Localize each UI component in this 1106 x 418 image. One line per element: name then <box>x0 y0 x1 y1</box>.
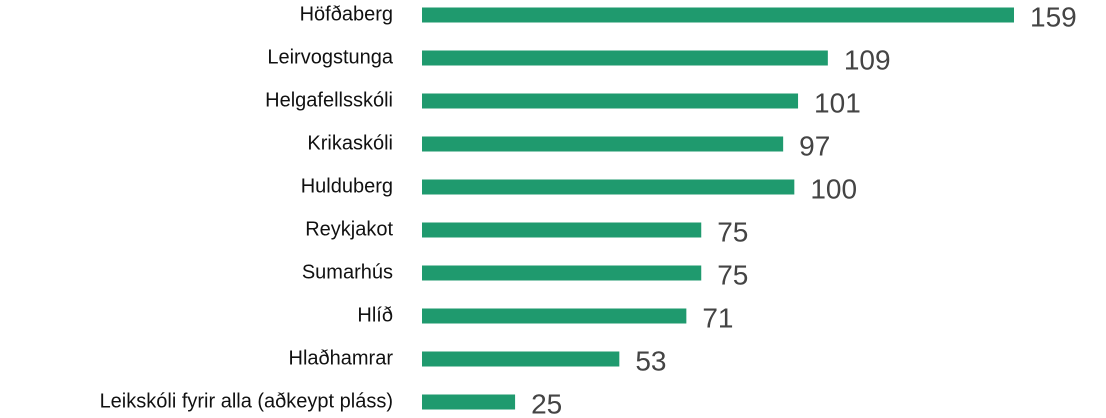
value-label: 75 <box>717 259 748 290</box>
value-label: 25 <box>531 388 562 418</box>
bar <box>422 50 828 66</box>
category-label: Reykjakot <box>305 218 393 240</box>
bar <box>422 222 702 238</box>
category-label: Leirvogstunga <box>267 46 394 68</box>
category-label: Krikaskóli <box>307 132 393 154</box>
value-label: 101 <box>814 87 861 118</box>
bar <box>422 93 799 109</box>
bar <box>422 179 795 195</box>
bar <box>422 351 620 367</box>
bar <box>422 7 1014 23</box>
bar <box>422 308 687 324</box>
category-label: Hulduberg <box>301 175 393 197</box>
value-label: 75 <box>717 216 748 247</box>
bar <box>422 136 784 152</box>
value-label: 100 <box>810 173 857 204</box>
bar <box>422 394 516 410</box>
category-label: Sumarhús <box>302 261 393 283</box>
category-label: Helgafellsskóli <box>265 89 393 111</box>
bar <box>422 265 702 281</box>
value-label: 71 <box>702 302 733 333</box>
category-label: Hlaðhamrar <box>289 347 394 369</box>
category-label: Höfðaberg <box>300 3 393 25</box>
value-label: 97 <box>799 130 830 161</box>
category-label: Hlíð <box>357 304 393 326</box>
value-label: 159 <box>1030 1 1077 32</box>
category-label: Leikskóli fyrir alla (aðkeypt pláss) <box>100 390 393 412</box>
value-label: 53 <box>635 345 666 376</box>
value-label: 109 <box>844 44 891 75</box>
